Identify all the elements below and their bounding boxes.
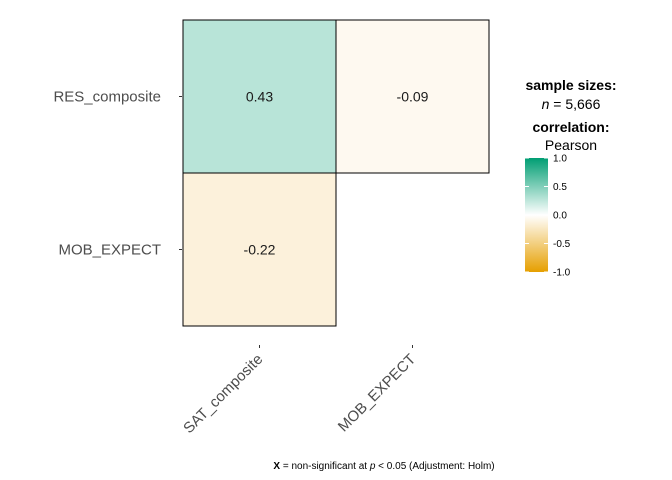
cell-value-label: -0.09	[397, 89, 429, 105]
legend-tick-label: -0.5	[553, 239, 571, 250]
cell-value-label: -0.22	[244, 242, 276, 258]
caption-text-1: = non-significant at	[280, 461, 370, 472]
legend-tick-label: -1.0	[553, 268, 571, 279]
legend-sample-title: sample sizes:	[525, 77, 616, 93]
legend-corr-method: Pearson	[545, 137, 597, 153]
y-axis-label: MOB_EXPECT	[58, 242, 161, 259]
heatmap-cell	[335, 19, 490, 174]
cell-value-label: 0.43	[246, 89, 273, 105]
caption-text-2: < 0.05 (Adjustment: Holm)	[375, 461, 494, 472]
caption-p-symbol: p	[369, 461, 376, 472]
legend: sample sizes: n = 5,666 correlation: Pea…	[525, 77, 617, 279]
x-axis-label: SAT_composite	[180, 351, 266, 437]
legend-tick-label: 0.0	[553, 211, 567, 222]
heatmap-cell	[182, 19, 337, 174]
legend-tick-label: 1.0	[553, 154, 567, 165]
y-axis-labels: RES_composite MOB_EXPECT	[53, 89, 182, 259]
heatmap-cells: 0.43 -0.09 -0.22	[182, 19, 490, 327]
x-axis-label: MOB_EXPECT	[335, 351, 420, 436]
legend-tick-label: 0.5	[553, 182, 567, 193]
legend-sample-size: n = 5,666	[542, 96, 601, 112]
heatmap-cell	[182, 172, 337, 327]
legend-corr-title: correlation:	[532, 119, 609, 135]
x-axis-labels: SAT_composite MOB_EXPECT	[180, 345, 419, 437]
legend-ticks: 1.0 0.5 0.0 -0.5 -1.0	[525, 154, 571, 279]
legend-n-symbol: n	[542, 96, 550, 112]
legend-colorbar	[525, 158, 548, 272]
y-axis-label: RES_composite	[53, 89, 161, 106]
legend-n-value: = 5,666	[549, 96, 600, 112]
caption-mark: X	[273, 461, 280, 472]
caption: X = non-significant at p < 0.05 (Adjustm…	[273, 461, 494, 472]
